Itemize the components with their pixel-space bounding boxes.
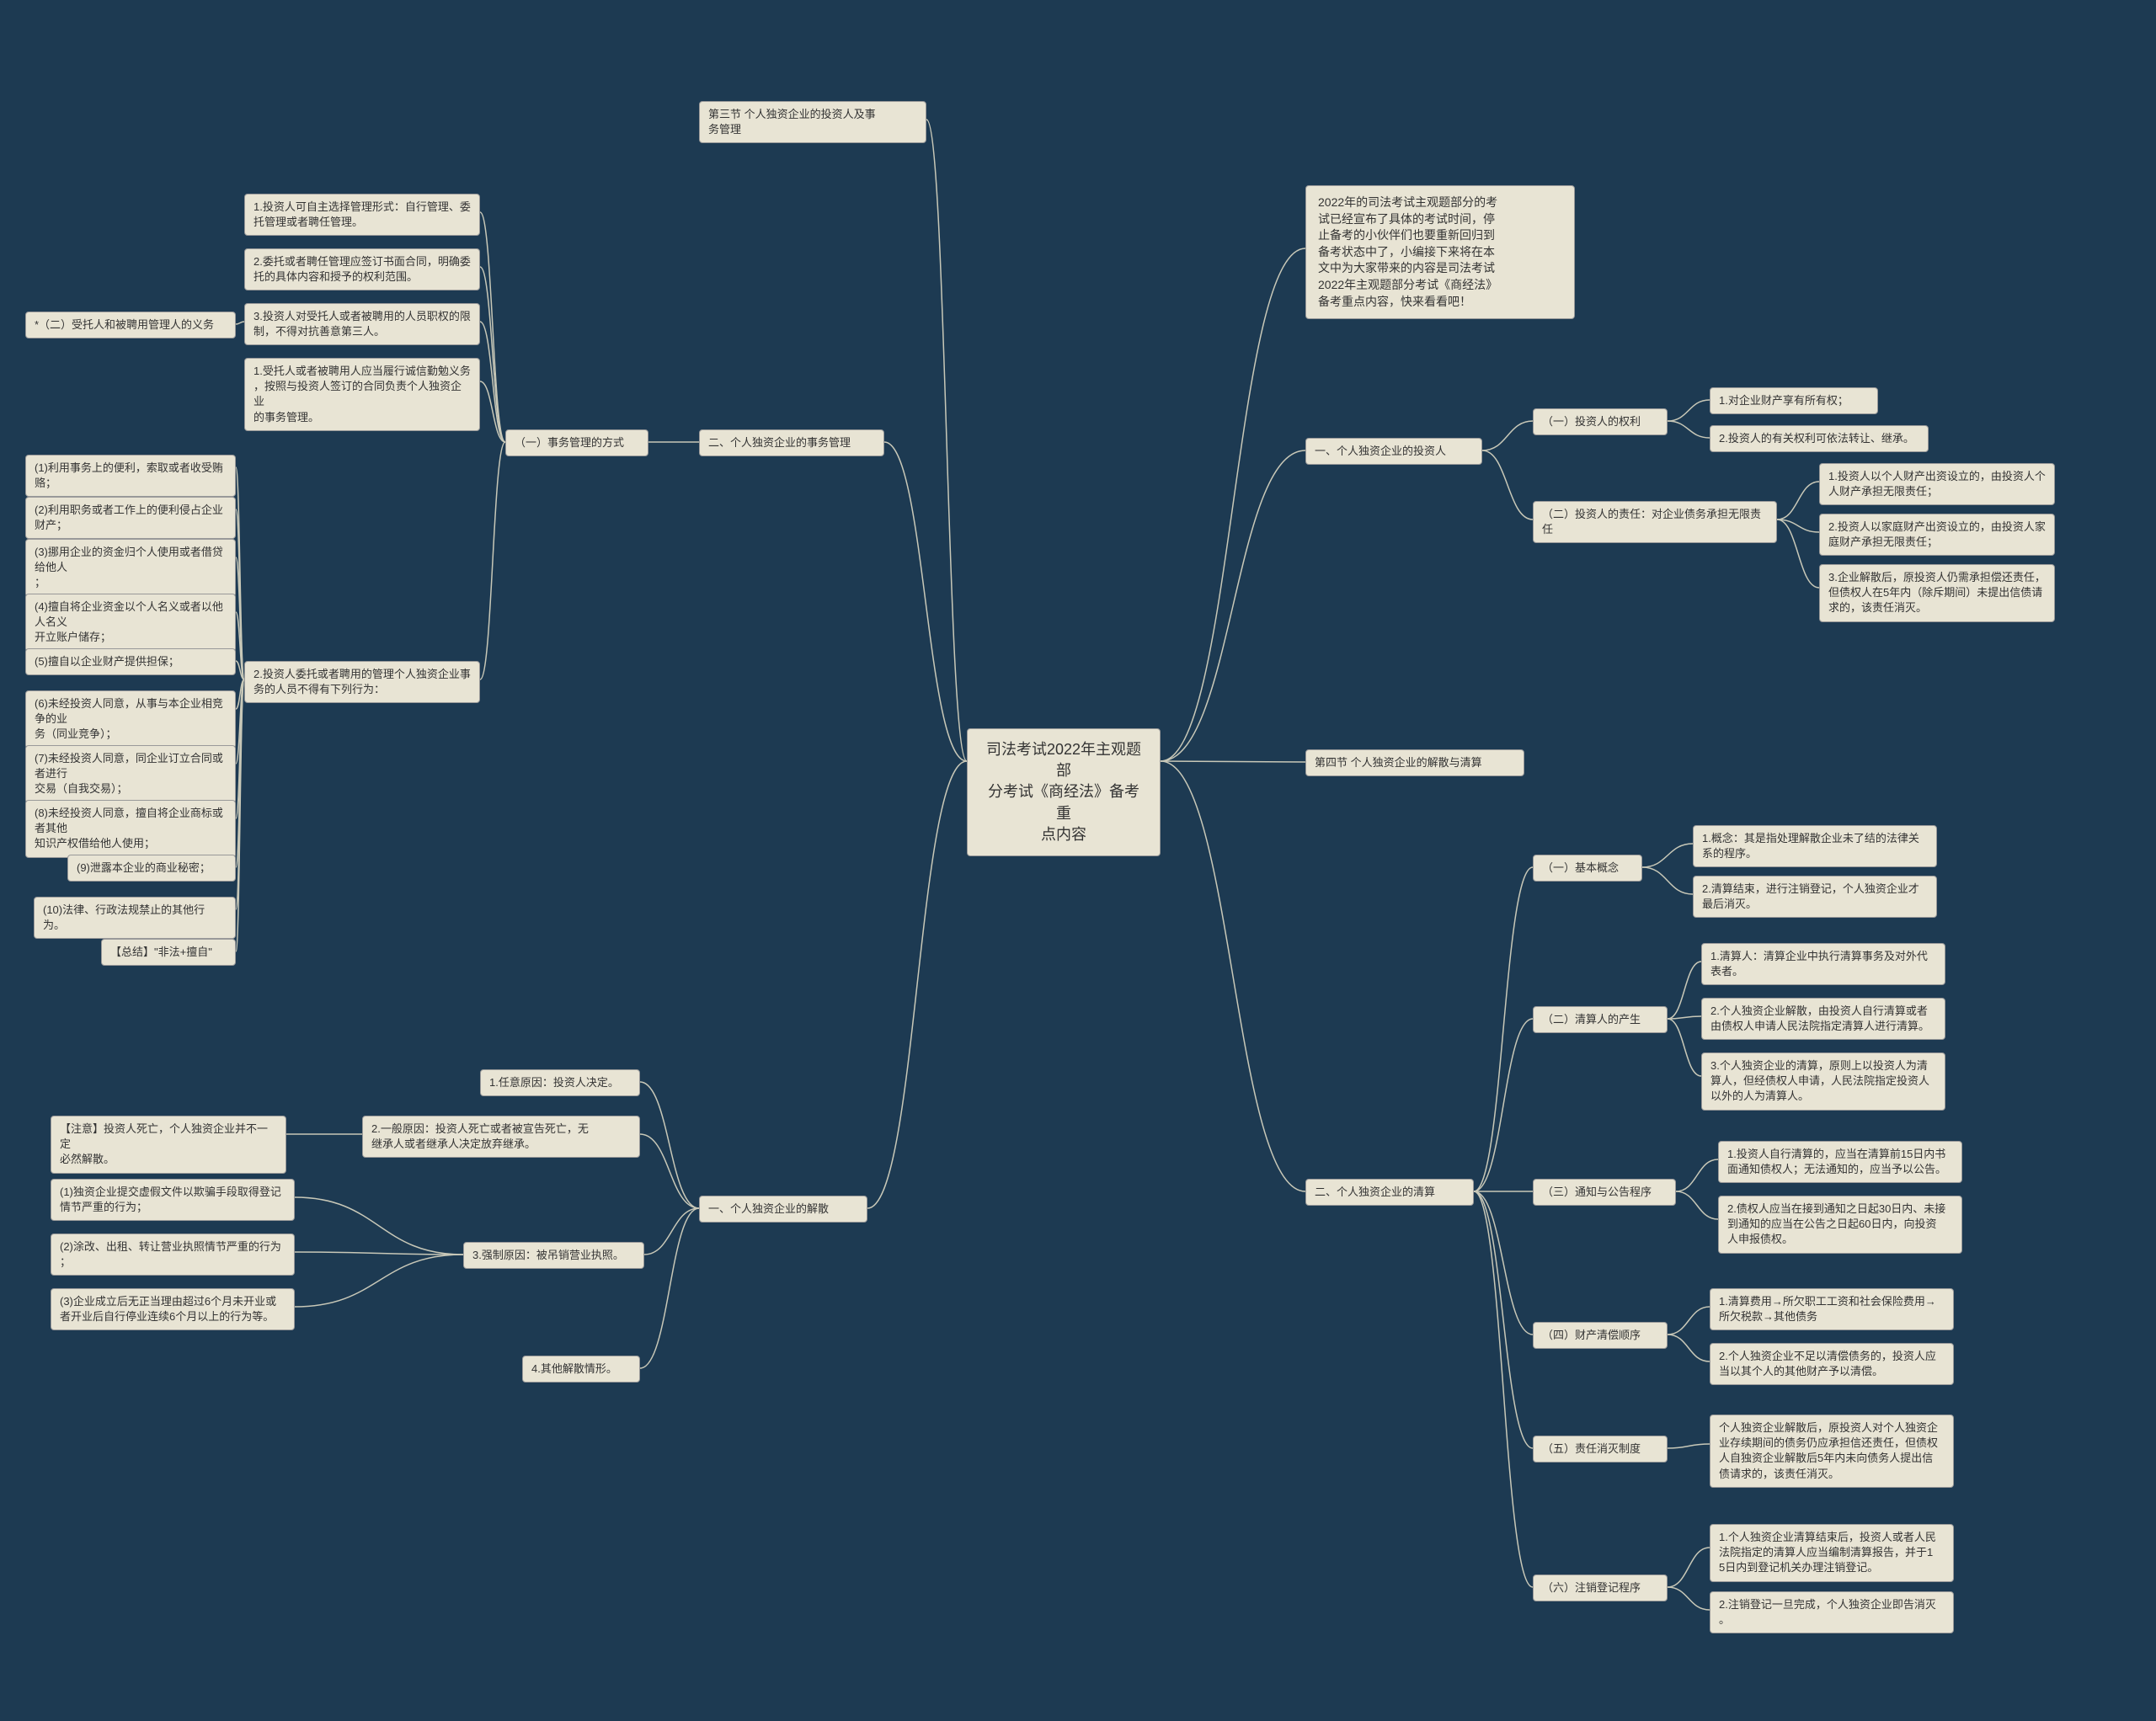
- mindmap-node: 2.委托或者聘任管理应签订书面合同，明确委 托的具体内容和授予的权利范围。: [244, 248, 480, 290]
- mindmap-node: 2.个人独资企业解散，由投资人自行清算或者 由债权人申请人民法院指定清算人进行清…: [1701, 998, 1945, 1040]
- connector: [1676, 1159, 1718, 1191]
- mindmap-node: (1)利用事务上的便利，索取或者收受贿赂；: [25, 455, 236, 497]
- mindmap-node: 个人独资企业解散后，原投资人对个人独资企 业存续期间的债务仍应承担信还责任，但债…: [1710, 1415, 1954, 1488]
- mindmap-node: 2.一般原因：投资人死亡或者被宣告死亡，无 继承人或者继承人决定放弃继承。: [362, 1116, 640, 1158]
- mindmap-node: （五）责任消灭制度: [1533, 1436, 1668, 1463]
- connector: [1474, 1019, 1533, 1191]
- mindmap-node: *（二）受托人和被聘用管理人的义务: [25, 312, 236, 338]
- mindmap-node: (7)未经投资人同意，同企业订立合同或者进行 交易（自我交易）；: [25, 745, 236, 803]
- mindmap-node: (6)未经投资人同意，从事与本企业相竞争的业 务（同业竞争）；: [25, 690, 236, 749]
- connector: [1668, 1307, 1710, 1335]
- mindmap-node: 2.债权人应当在接到通知之日起30日内、未接 到通知的应当在公告之日起60日内，…: [1718, 1196, 1962, 1254]
- connector: [1474, 1191, 1533, 1448]
- mindmap-node: 1.受托人或者被聘用人应当履行诚信勤勉义务 ，按照与投资人签订的合同负责个人独资…: [244, 358, 480, 431]
- mindmap-node: 2.注销登记一旦完成，个人独资企业即告消灭 。: [1710, 1591, 1954, 1633]
- mindmap-node: 4.其他解散情形。: [522, 1356, 640, 1383]
- mindmap-node: （二）投资人的责任：对企业债务承担无限责 任: [1533, 501, 1777, 543]
- connector: [1668, 1548, 1710, 1587]
- connector: [1668, 1019, 1701, 1076]
- mindmap-node: 司法考试2022年主观题部 分考试《商经法》备考重 点内容: [967, 728, 1161, 856]
- connector: [1474, 1191, 1533, 1335]
- mindmap-node: （四）财产清偿顺序: [1533, 1322, 1668, 1349]
- connector: [1474, 867, 1533, 1191]
- connector: [1668, 421, 1710, 438]
- mindmap-node: (2)利用职务或者工作上的便利侵占企业财产；: [25, 497, 236, 539]
- connector: [640, 1082, 699, 1208]
- mindmap-node: (2)涂改、出租、转让营业执照情节严重的行为 ；: [51, 1233, 295, 1276]
- mindmap-node: 第四节 个人独资企业的解散与清算: [1305, 749, 1524, 776]
- connector: [480, 442, 505, 679]
- connector: [236, 322, 244, 324]
- connector: [1482, 450, 1533, 519]
- mindmap-node: (3)企业成立后无正当理由超过6个月未开业或 者开业后自行停业连续6个月以上的行…: [51, 1288, 295, 1330]
- mindmap-node: （一）基本概念: [1533, 855, 1642, 882]
- connector: [480, 267, 505, 442]
- connector: [926, 120, 967, 761]
- mindmap-node: 3.个人独资企业的清算，原则上以投资人为清 算人，但经债权人申请，人民法院指定投…: [1701, 1052, 1945, 1111]
- connector: [1668, 1444, 1710, 1448]
- mindmap-node: 3.投资人对受托人或者被聘用的人员职权的限 制，不得对抗善意第三人。: [244, 303, 480, 345]
- connector: [1777, 519, 1819, 588]
- mindmap-node: 2.清算结束，进行注销登记，个人独资企业才 最后消灭。: [1693, 876, 1937, 918]
- mindmap-node: 1.清算人：清算企业中执行清算事务及对外代 表者。: [1701, 943, 1945, 985]
- connector: [1482, 421, 1533, 450]
- mindmap-node: （二）清算人的产生: [1533, 1006, 1668, 1033]
- mindmap-node: 2.投资人委托或者聘用的管理个人独资企业事 务的人员不得有下列行为：: [244, 661, 480, 703]
- mindmap-node: 3.强制原因：被吊销营业执照。: [463, 1242, 644, 1269]
- connector: [640, 1208, 699, 1368]
- mindmap-node: 一、个人独资企业的解散: [699, 1196, 867, 1223]
- mindmap-node: (10)法律、行政法规禁止的其他行为。: [34, 897, 236, 939]
- mindmap-node: 2.投资人以家庭财产出资设立的，由投资人家 庭财产承担无限责任；: [1819, 514, 2055, 556]
- mindmap-node: (4)擅自将企业资金以个人名义或者以他人名义 开立账户储存；: [25, 594, 236, 652]
- connector: [1777, 482, 1819, 519]
- connector: [480, 322, 505, 442]
- connector: [1642, 867, 1693, 894]
- mindmap-node: (9)泄露本企业的商业秘密；: [67, 855, 236, 882]
- connector: [867, 761, 967, 1208]
- mindmap-node: (5)擅自以企业财产提供担保；: [25, 648, 236, 675]
- connector: [1676, 1191, 1718, 1219]
- connector: [295, 1197, 463, 1255]
- mindmap-node: 1.投资人可自主选择管理形式：自行管理、委 托管理或者聘任管理。: [244, 194, 480, 236]
- connector: [1161, 248, 1305, 761]
- connector: [1668, 1587, 1710, 1610]
- mindmap-node: 一、个人独资企业的投资人: [1305, 438, 1482, 465]
- mindmap-node: (1)独资企业提交虚假文件以欺骗手段取得登记 情节严重的行为；: [51, 1179, 295, 1221]
- mindmap-node: 1.任意原因：投资人决定。: [480, 1069, 640, 1096]
- mindmap-node: （三）通知与公告程序: [1533, 1179, 1676, 1206]
- mindmap-node: 【总结】"非法+擅自": [101, 939, 236, 966]
- mindmap-node: 二、个人独资企业的事务管理: [699, 429, 884, 456]
- mindmap-node: 【注意】投资人死亡，个人独资企业并不一定 必然解散。: [51, 1116, 286, 1174]
- mindmap-node: 2.个人独资企业不足以清偿债务的，投资人应 当以其个人的其他财产予以清偿。: [1710, 1343, 1954, 1385]
- connector: [1668, 1335, 1710, 1361]
- connector: [884, 442, 967, 761]
- mindmap-node: 1.投资人以个人财产出资设立的，由投资人个 人财产承担无限责任；: [1819, 463, 2055, 505]
- mindmap-node: （六）注销登记程序: [1533, 1574, 1668, 1601]
- connector: [644, 1208, 699, 1255]
- mindmap-node: 1.概念：其是指处理解散企业未了结的法律关 系的程序。: [1693, 825, 1937, 867]
- mindmap-node: 3.企业解散后，原投资人仍需承担偿还责任， 但债权人在5年内（除斥期间）未提出信…: [1819, 564, 2055, 622]
- mindmap-node: (3)挪用企业的资金归个人使用或者借贷给他人 ；: [25, 539, 236, 597]
- connector: [295, 1255, 463, 1307]
- connector: [1642, 844, 1693, 867]
- mindmap-node: 1.清算费用→所欠职工工资和社会保险费用→ 所欠税款→其他债务: [1710, 1288, 1954, 1330]
- connector: [1161, 450, 1305, 761]
- connector: [1474, 1191, 1533, 1587]
- mindmap-node: 2022年的司法考试主观题部分的考 试已经宣布了具体的考试时间，停 止备考的小伙…: [1305, 185, 1575, 319]
- connector: [1668, 962, 1701, 1019]
- connector: [1161, 761, 1305, 1191]
- mindmap-node: (8)未经投资人同意，擅自将企业商标或者其他 知识产权借给他人使用；: [25, 800, 236, 858]
- mindmap-node: （一）投资人的权利: [1533, 408, 1668, 435]
- mindmap-node: 1.个人独资企业清算结束后，投资人或者人民 法院指定的清算人应当编制清算报告，并…: [1710, 1524, 1954, 1582]
- mindmap-node: 第三节 个人独资企业的投资人及事 务管理: [699, 101, 926, 143]
- mindmap-node: 二、个人独资企业的清算: [1305, 1179, 1474, 1206]
- connector: [1668, 400, 1710, 421]
- mindmap-node: 2.投资人的有关权利可依法转让、继承。: [1710, 425, 1929, 452]
- mindmap-node: （一）事务管理的方式: [505, 429, 648, 456]
- mindmap-node: 1.对企业财产享有所有权；: [1710, 387, 1878, 414]
- mindmap-node: 1.投资人自行清算的，应当在清算前15日内书 面通知债权人；无法通知的，应当予以…: [1718, 1141, 1962, 1183]
- connector: [1161, 761, 1305, 762]
